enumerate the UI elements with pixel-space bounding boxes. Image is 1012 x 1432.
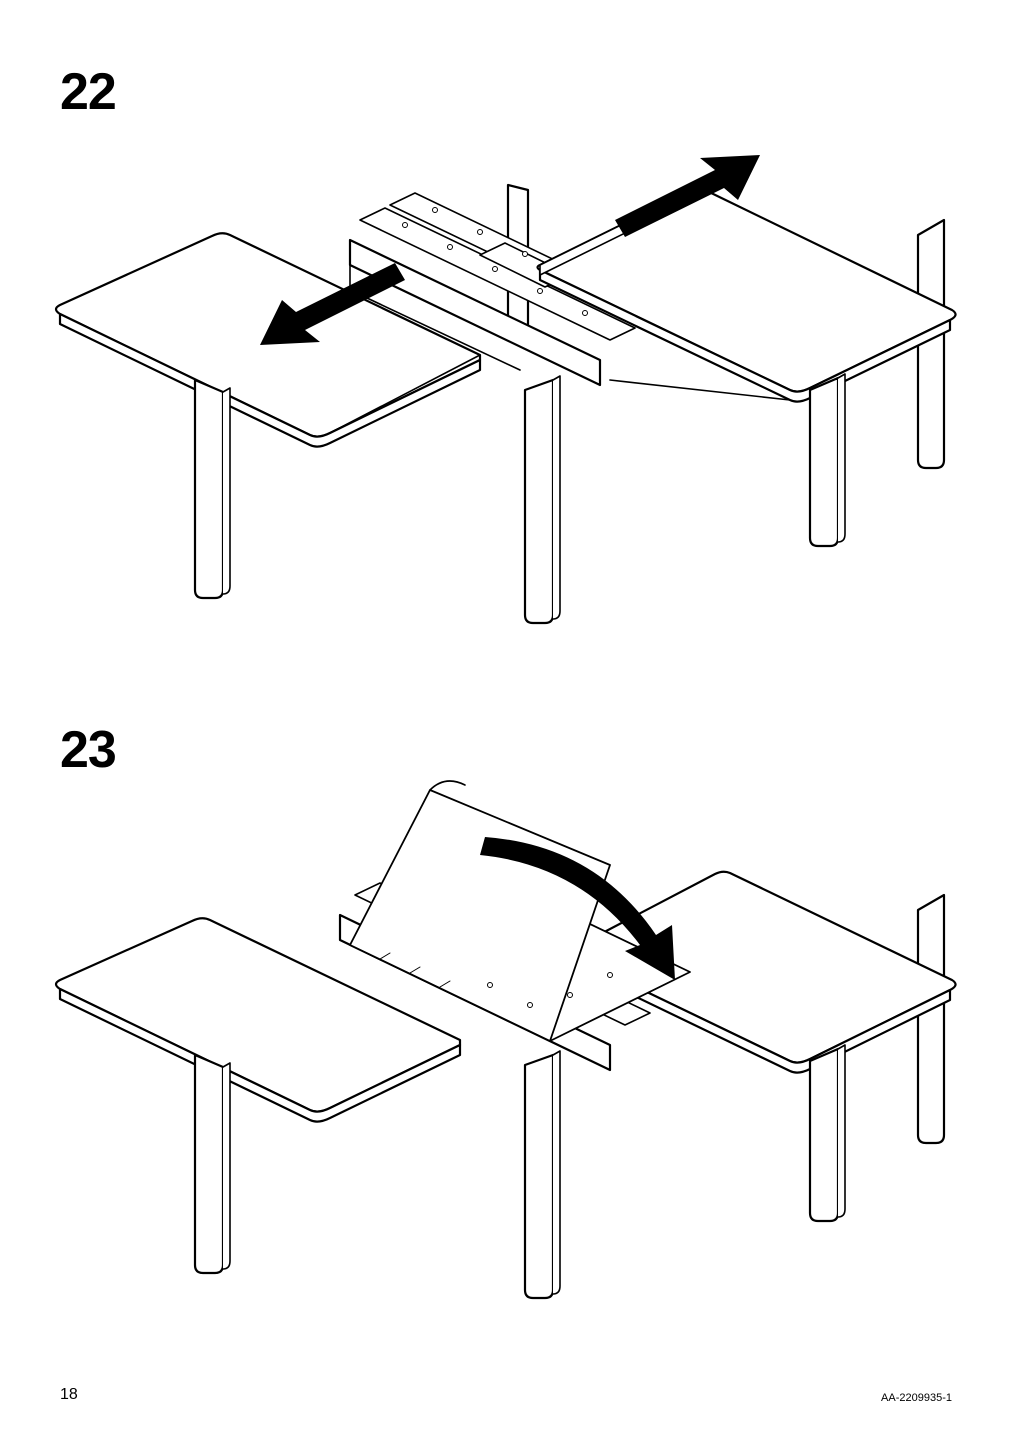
page-number: 18 <box>60 1386 78 1404</box>
instruction-page: 22 <box>0 0 1012 1432</box>
document-id: AA-2209935-1 <box>881 1392 952 1404</box>
step-22-illustration <box>50 70 960 630</box>
step-23-illustration <box>50 735 960 1315</box>
